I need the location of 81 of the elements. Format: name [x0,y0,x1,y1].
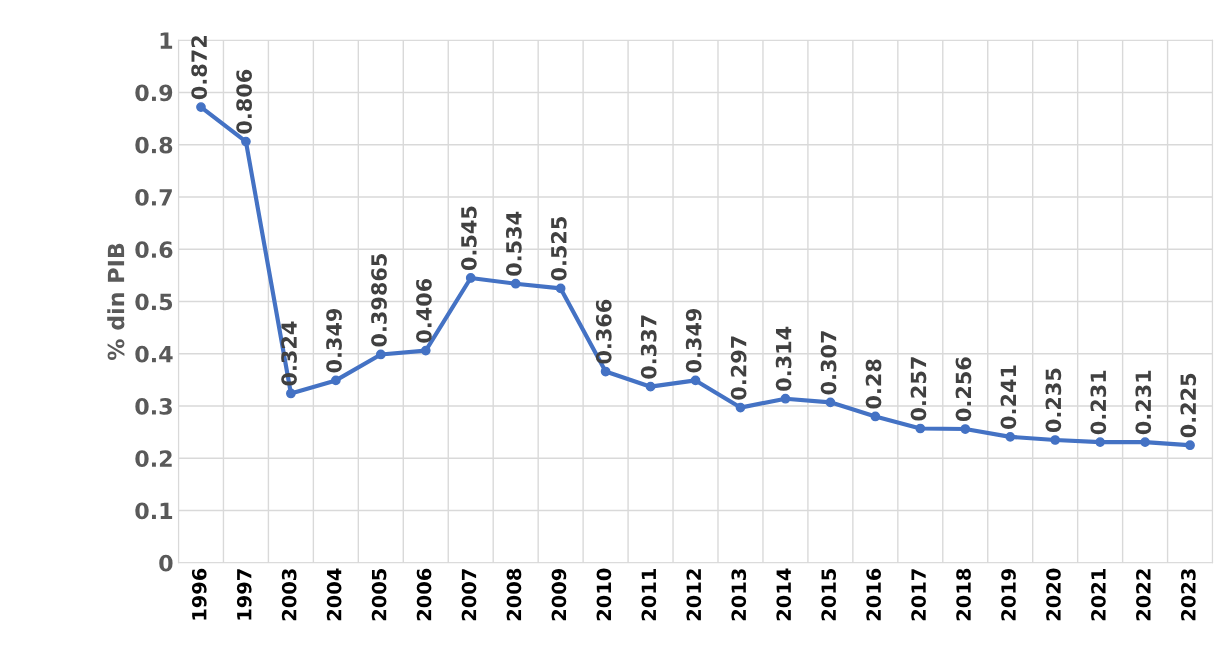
point [645,381,656,392]
point [375,349,386,360]
point [241,136,251,147]
data-label: 0.28 [865,359,882,409]
x-tick-label: 2018 [956,568,971,621]
y-tick-label: 0.1 [135,502,173,520]
x-tick-label: 2022 [1136,569,1151,621]
data-label: 0.366 [595,299,612,364]
point [1005,431,1016,442]
point [510,278,521,289]
point [1095,437,1106,447]
data-label: 0.337 [640,315,657,379]
x-tick-label: 2012 [686,569,702,621]
x-tick-label: 2023 [1180,569,1196,621]
data-label: 0.235 [1045,368,1062,433]
y-tick-label: 1 [160,32,173,49]
point [960,424,971,434]
point [1185,440,1195,451]
x-tick-label: 2008 [506,568,522,621]
data-label: 0.231 [1135,370,1152,435]
x-tick-label: 2011 [641,569,657,621]
data-label: 0.231 [1090,370,1107,435]
data-label: 0.545 [461,206,477,271]
x-tick-label: 2013 [731,569,747,621]
x-tick-label: 2006 [416,568,432,621]
data-label: 0.39865 [371,254,387,347]
x-tick-label: 2005 [371,569,387,621]
y-tick-label: 0.3 [135,397,172,415]
point [1140,437,1150,447]
point [420,345,431,356]
data-label: 0.314 [775,326,792,391]
x-tick-label: 2014 [776,568,792,621]
data-label: 0.307 [820,331,837,395]
point [780,393,791,404]
y-tick-label: 0.2 [135,450,172,468]
point [600,366,611,377]
point [690,375,701,386]
data-label: 0.525 [550,217,567,281]
point [825,397,836,408]
x-tick-label: 2015 [821,569,837,621]
data-label: 0.241 [1000,365,1017,429]
x-tick-label: 2007 [461,569,477,621]
point [196,102,206,112]
data-label: 0.297 [730,336,747,400]
y-tick-label: 0 [159,554,173,572]
data-label: 0.349 [326,308,342,373]
data-label: 0.349 [685,308,702,373]
y-tick-label: 0.8 [135,136,173,154]
y-tick-label: 0.4 [135,345,173,363]
y-tick-label: 0.5 [135,293,173,311]
data-label: 0.406 [416,278,432,343]
x-tick-label: 1997 [236,569,252,620]
data-label: 0.324 [281,321,297,386]
data-label: 0.225 [1180,373,1197,438]
data-label: 0.257 [910,357,927,421]
y-tick-label: 0.7 [135,188,172,206]
point [330,375,341,386]
x-tick-label: 2004 [326,568,342,621]
x-tick-label: 2016 [866,568,881,621]
point [286,388,296,399]
point [915,423,926,434]
point [555,283,566,294]
data-label: 0.256 [955,357,972,422]
x-tick-label: 1996 [191,568,207,620]
x-tick-label: 2003 [281,569,297,621]
x-tick-label: 2010 [596,568,612,621]
data-label: 0.872 [191,36,208,100]
point [735,402,746,413]
data-label: 0.806 [236,69,252,134]
data-label: 0.534 [505,211,522,276]
x-tick-label: 2021 [1091,569,1106,621]
point [465,273,476,283]
x-tick-label: 2017 [911,569,926,621]
x-tick-label: 2009 [551,568,567,621]
y-tick-label: 0.9 [135,84,173,102]
point [870,411,881,422]
y-tick-label: 0.6 [135,241,173,258]
x-tick-label: 2020 [1046,568,1061,621]
x-tick-label: 2019 [1001,568,1016,621]
y-axis-title: % din PIB [107,243,125,361]
point [1050,435,1061,445]
